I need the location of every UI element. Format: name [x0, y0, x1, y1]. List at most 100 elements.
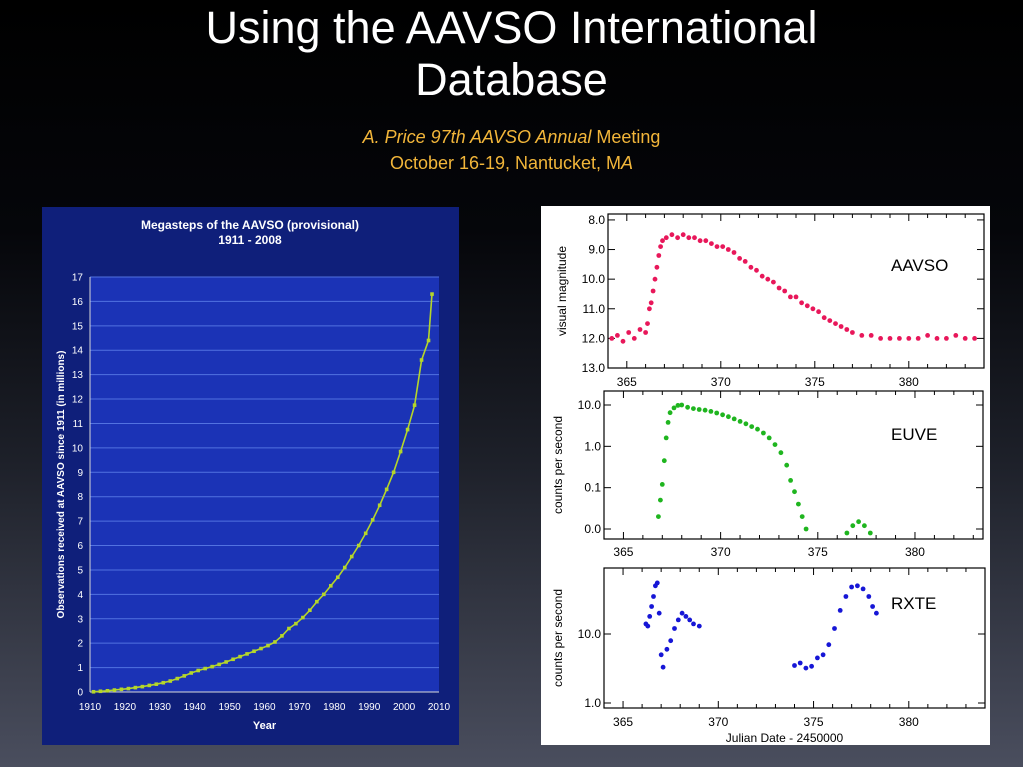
- figure-background: [541, 206, 990, 745]
- rxte-data-point: [874, 610, 879, 616]
- y-tick-label: 8: [77, 492, 83, 503]
- aavso-data-point: [788, 294, 793, 300]
- rxte-x-tick-label: 380: [899, 715, 919, 729]
- aavso-data-point: [962, 336, 968, 341]
- euve-data-point: [761, 430, 766, 436]
- rxte-data-point: [672, 626, 677, 631]
- euve-data-point: [749, 424, 755, 429]
- data-point: [217, 662, 221, 667]
- rxte-data-point: [660, 664, 666, 670]
- rxte-data-point: [832, 626, 837, 631]
- aavso-y-tick-label: 13.0: [582, 361, 606, 375]
- data-point: [147, 683, 152, 688]
- rxte-data-point: [687, 617, 693, 623]
- data-point: [426, 338, 431, 343]
- data-point: [210, 664, 214, 669]
- euve-data-point: [708, 409, 714, 414]
- slide-subtitle: A. Price 97th AAVSO Annual Meeting Octob…: [0, 124, 1023, 176]
- aavso-data-point: [754, 267, 759, 273]
- data-point: [133, 685, 138, 690]
- aavso-data-point: [609, 336, 615, 341]
- data-point: [196, 668, 200, 673]
- aavso-x-tick-label: 375: [805, 375, 825, 389]
- aavso-data-point: [714, 244, 720, 249]
- data-point: [231, 657, 235, 662]
- light-curves-figure: 8.0 9.0 10.0 11.0 12.0 13.0 365 370 375 380 visual…: [541, 206, 990, 745]
- plot-area: [90, 277, 439, 692]
- data-point: [105, 688, 110, 693]
- rxte-data-point: [683, 614, 689, 619]
- euve-data-point: [755, 426, 760, 432]
- euve-data-point: [667, 410, 673, 416]
- aavso-data-point: [737, 256, 742, 261]
- rxte-data-point: [826, 642, 832, 648]
- y-tick-label: 1: [77, 663, 83, 674]
- euve-data-point: [799, 514, 805, 519]
- rxte-data-point: [656, 610, 662, 616]
- aavso-y-tick-label: 10.0: [582, 272, 606, 286]
- x-tick-label: 1990: [358, 702, 381, 713]
- aavso-data-point: [887, 336, 893, 341]
- euve-data-point: [796, 501, 801, 507]
- aavso-data-point: [878, 336, 883, 341]
- aavso-data-point: [626, 330, 632, 335]
- aavso-data-point: [720, 244, 726, 249]
- aavso-data-point: [686, 235, 692, 241]
- aavso-data-point: [844, 327, 850, 332]
- aavso-data-point: [669, 232, 675, 238]
- y-tick-label: 3: [77, 614, 83, 625]
- rxte-data-point: [809, 663, 814, 669]
- data-point: [98, 689, 103, 694]
- euve-data-point: [792, 489, 797, 495]
- data-point: [252, 649, 256, 654]
- euve-y-tick-label: 10.0: [578, 398, 602, 412]
- rxte-data-point: [651, 594, 656, 599]
- aavso-data-point: [643, 330, 648, 335]
- y-tick-label: 5: [77, 565, 83, 576]
- aavso-data-point: [804, 303, 810, 309]
- data-point: [259, 646, 263, 651]
- data-point: [412, 403, 417, 407]
- y-tick-label: 16: [72, 297, 84, 308]
- megasteps-chart: Megasteps of the AAVSO (provisional)1911…: [42, 207, 459, 745]
- rxte-panel-label: RXTE: [891, 594, 936, 613]
- euve-x-tick-label: 370: [711, 545, 731, 559]
- data-point: [308, 608, 312, 613]
- euve-data-point: [726, 414, 731, 420]
- data-point: [430, 292, 434, 296]
- euve-data-point: [844, 530, 850, 536]
- data-point: [342, 565, 347, 570]
- data-point: [398, 449, 403, 454]
- aavso-data-point: [934, 336, 940, 341]
- rxte-y-axis-label: counts per second: [551, 589, 565, 687]
- data-point: [140, 684, 145, 689]
- data-point: [349, 554, 354, 559]
- aavso-data-point: [915, 336, 921, 341]
- rxte-data-point: [820, 652, 826, 658]
- aavso-data-point: [799, 300, 804, 306]
- aavso-data-point: [648, 300, 654, 306]
- rxte-x-tick-label: 370: [708, 715, 728, 729]
- data-point: [112, 688, 117, 692]
- x-tick-label: 1980: [323, 702, 346, 713]
- rxte-data-point: [849, 584, 854, 590]
- y-tick-label: 17: [72, 273, 84, 284]
- rxte-data-point: [837, 608, 843, 613]
- y-axis-label: Observations received at AAVSO since 191…: [56, 351, 67, 619]
- data-point: [280, 634, 284, 638]
- aavso-data-point: [897, 336, 902, 341]
- euve-data-point: [803, 526, 809, 532]
- data-point: [203, 666, 207, 671]
- euve-y-tick-label: 0.0: [584, 522, 601, 536]
- y-tick-label: 12: [72, 395, 84, 406]
- aavso-data-point: [821, 315, 827, 321]
- euve-data-point: [702, 407, 708, 413]
- euve-y-tick-label: 0.1: [584, 481, 601, 495]
- aavso-data-point: [759, 273, 765, 279]
- data-point: [266, 643, 270, 648]
- aavso-data-point: [620, 338, 626, 344]
- data-point: [391, 470, 396, 475]
- euve-data-point: [663, 435, 669, 441]
- aavso-data-point: [645, 321, 650, 326]
- aavso-data-point: [838, 324, 844, 329]
